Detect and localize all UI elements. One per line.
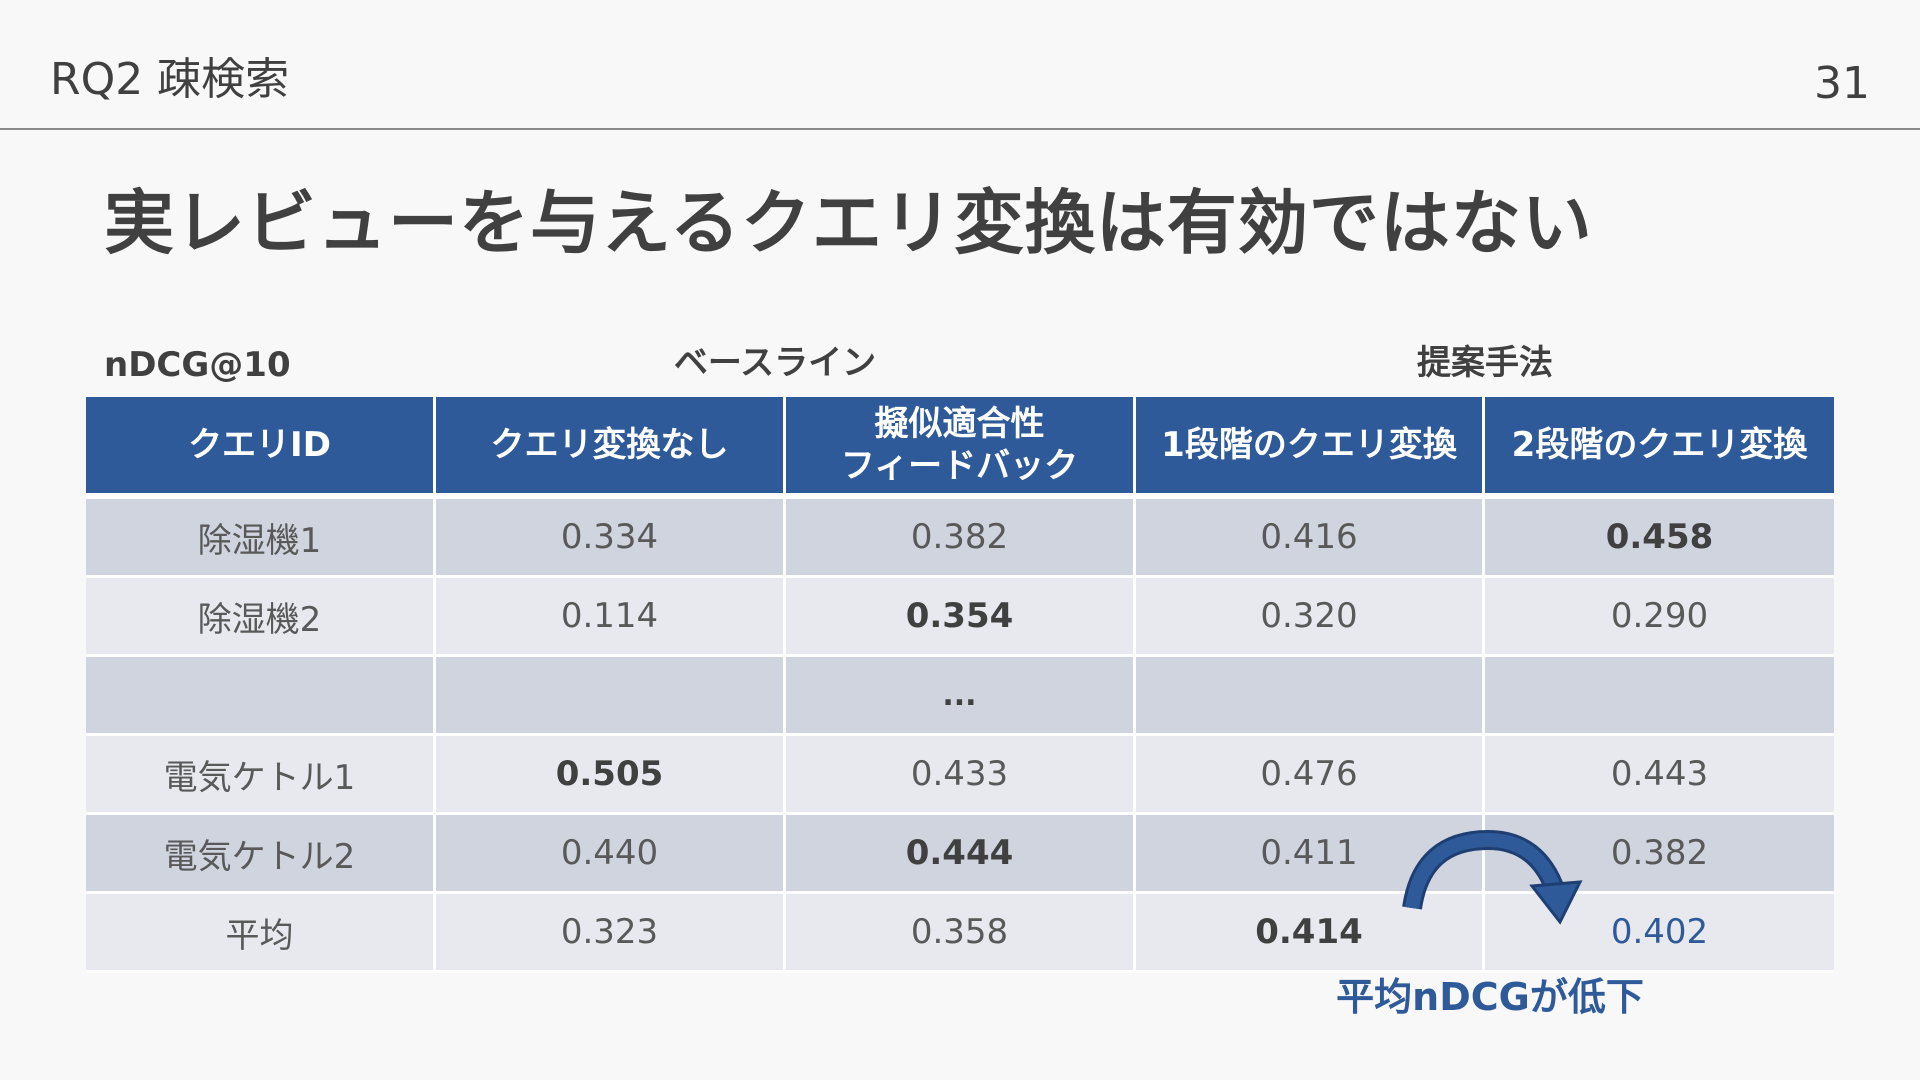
table-row: 除湿機1 0.334 0.382 0.416 0.458: [86, 499, 1834, 578]
cell-value: 0.440: [436, 815, 786, 894]
cell-value: 0.354: [786, 578, 1136, 657]
metric-label: nDCG@10: [104, 345, 291, 385]
cell-value: [1485, 657, 1834, 736]
cell-value: 0.443: [1485, 736, 1834, 815]
cell-value: 0.444: [786, 815, 1136, 894]
cell-value: 0.402: [1485, 894, 1834, 973]
cell-query-id: 除湿機2: [86, 578, 436, 657]
column-header-1: クエリ変換なし: [436, 397, 786, 499]
column-header-2: 擬似適合性 フィードバック: [786, 397, 1136, 499]
cell-value: 0.290: [1485, 578, 1834, 657]
page-number: 31: [1814, 58, 1870, 109]
group-label-proposed: 提案手法: [1417, 343, 1553, 383]
cell-query-id: [86, 657, 436, 736]
cell-value: 0.476: [1136, 736, 1485, 815]
results-table: クエリID クエリ変換なし 擬似適合性 フィードバック 1段階のクエリ変換 2段階のクエリ…: [86, 397, 1834, 973]
cell-value: 0.358: [786, 894, 1136, 973]
table-row: 除湿機2 0.114 0.354 0.320 0.290: [86, 578, 1834, 657]
cell-query-id: 平均: [86, 894, 436, 973]
annotation-note: 平均nDCGが低下: [1336, 975, 1644, 1019]
cell-query-id: 電気ケトル1: [86, 736, 436, 815]
table-row: 電気ケトル2 0.440 0.444 0.411 0.382: [86, 815, 1834, 894]
table-row: ...: [86, 657, 1834, 736]
table-header-row: クエリID クエリ変換なし 擬似適合性 フィードバック 1段階のクエリ変換 2段階のクエリ…: [86, 397, 1834, 499]
cell-value: 0.414: [1136, 894, 1485, 973]
cell-value: 0.505: [436, 736, 786, 815]
column-header-0: クエリID: [86, 397, 436, 499]
cell-value: 0.458: [1485, 499, 1834, 578]
cell-value: 0.382: [786, 499, 1136, 578]
section-label: RQ2 疎検索: [50, 54, 290, 105]
cell-value: 0.334: [436, 499, 786, 578]
cell-value: [436, 657, 786, 736]
cell-query-id: 電気ケトル2: [86, 815, 436, 894]
cell-value: 0.323: [436, 894, 786, 973]
table-row: 電気ケトル1 0.505 0.433 0.476 0.443: [86, 736, 1834, 815]
column-header-3: 1段階のクエリ変換: [1136, 397, 1485, 499]
slide-header: RQ2 疎検索 31: [0, 0, 1920, 128]
table-row: 平均 0.323 0.358 0.414 0.402: [86, 894, 1834, 973]
cell-value: 0.433: [786, 736, 1136, 815]
cell-value: ...: [786, 657, 1136, 736]
column-header-4: 2段階のクエリ変換: [1485, 397, 1834, 499]
table-body: 除湿機1 0.334 0.382 0.416 0.458 除湿機2 0.114 0.354 0.…: [86, 499, 1834, 973]
slide-title: 実レビューを与えるクエリ変換は有効ではない: [104, 182, 1593, 264]
curved-arrow-icon: [1402, 829, 1583, 925]
cell-query-id: 除湿機1: [86, 499, 436, 578]
group-label-baseline: ベースライン: [673, 343, 877, 383]
cell-value: 0.320: [1136, 578, 1485, 657]
cell-value: 0.114: [436, 578, 786, 657]
header-divider: [0, 128, 1920, 130]
cell-value: [1136, 657, 1485, 736]
cell-value: 0.416: [1136, 499, 1485, 578]
